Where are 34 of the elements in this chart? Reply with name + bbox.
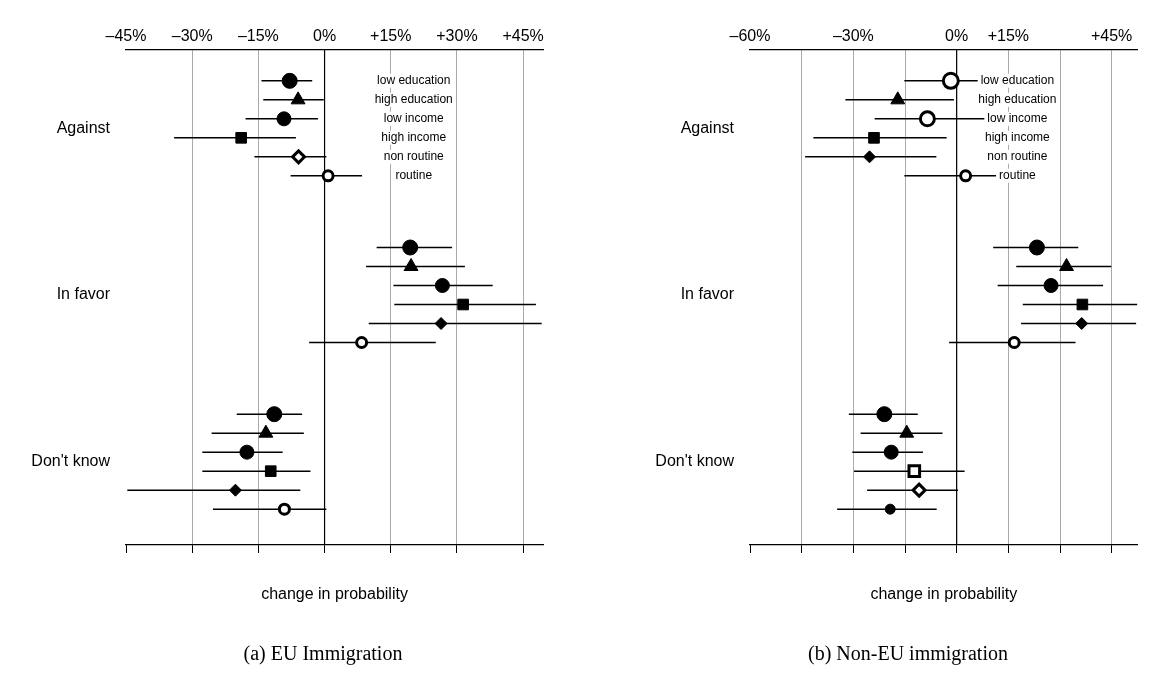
x-tick-label: +30% [436, 26, 478, 44]
text: routine [395, 168, 433, 183]
series-label: low education [980, 73, 1055, 88]
x-tick-label: +45% [1090, 26, 1133, 44]
x-tick-label: –30% [171, 26, 213, 44]
text: high income [381, 130, 447, 145]
y-tick-label: In favor [56, 285, 111, 303]
text: routine [999, 168, 1037, 183]
x-tick-label: +15% [370, 26, 412, 44]
text: (a) EU Immigration [242, 642, 404, 665]
x-tick-label: +15% [987, 26, 1030, 44]
text: non routine [383, 149, 445, 164]
x-tick-label: +45% [502, 26, 544, 44]
x-axis-title: change in probability [261, 584, 408, 602]
text: low education [377, 73, 451, 88]
x-tick-label: –15% [237, 26, 279, 44]
text: (b) Non-EU immigration [807, 642, 1009, 665]
x-tick-label: –45% [105, 26, 147, 44]
x-tick-label: –30% [832, 26, 874, 44]
text: high income [985, 130, 1051, 145]
y-tick-label: In favor [680, 285, 735, 303]
x-tick-label: –60% [729, 26, 771, 44]
y-tick-label: Don't know [655, 452, 735, 470]
y-tick-label: Against [680, 118, 735, 136]
x-axis-title: change in probability [870, 584, 1018, 602]
text: low income [987, 111, 1048, 126]
text: high education [978, 92, 1057, 107]
x-tick-label: 0% [945, 26, 969, 44]
x-tick-label: 0% [313, 26, 337, 44]
text: non routine [987, 149, 1048, 164]
y-tick-label: Against [56, 118, 111, 136]
text: low income [383, 111, 445, 126]
y-tick-label: Don't know [31, 452, 111, 470]
text: high education [374, 92, 453, 107]
